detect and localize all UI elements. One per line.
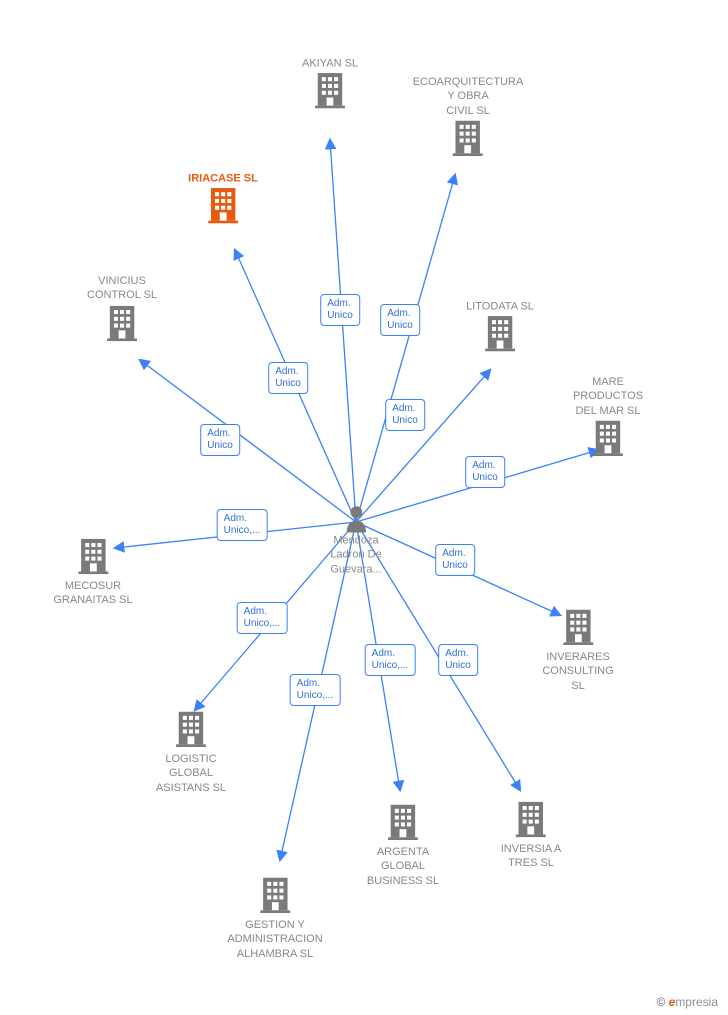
company-node[interactable]: INVERSIA A TRES SL	[501, 799, 562, 871]
edge-line	[140, 360, 356, 522]
company-node[interactable]: LOGISTIC GLOBAL ASISTANS SL	[156, 709, 226, 795]
edge-label[interactable]: Adm. Unico	[268, 362, 308, 394]
company-node[interactable]: ARGENTA GLOBAL BUSINESS SL	[367, 802, 439, 888]
edge-label[interactable]: Adm. Unico	[380, 304, 420, 336]
edge-label[interactable]: Adm. Unico	[438, 644, 478, 676]
company-node[interactable]: IRIACASE SL	[188, 171, 258, 228]
company-node[interactable]: GESTION Y ADMINISTRACION ALHAMBRA SL	[227, 875, 322, 961]
node-label: ARGENTA GLOBAL BUSINESS SL	[367, 845, 439, 888]
edge-label[interactable]: Adm. Unico	[465, 456, 505, 488]
building-icon	[313, 71, 347, 109]
edge-line	[330, 140, 356, 522]
node-label: AKIYAN SL	[302, 56, 358, 70]
edge-label[interactable]: Adm. Unico	[200, 424, 240, 456]
company-node[interactable]: ECOARQUITECTURA Y OBRA CIVIL SL	[413, 75, 524, 161]
company-node[interactable]: INVERARES CONSULTING SL	[542, 607, 613, 693]
edge-label[interactable]: Adm. Unico,...	[237, 602, 288, 634]
edge-label[interactable]: Adm. Unico,...	[290, 674, 341, 706]
company-node[interactable]: MARE PRODUCTOS DEL MAR SL	[573, 375, 643, 461]
company-node[interactable]: AKIYAN SL	[302, 56, 358, 113]
center-label: Mendoza Ladron De Guevara...	[330, 534, 381, 577]
copyright: © empresia	[656, 995, 718, 1009]
node-label: INVERARES CONSULTING SL	[542, 650, 613, 693]
edge-label[interactable]: Adm. Unico	[385, 399, 425, 431]
building-icon	[514, 799, 548, 837]
node-label: VINICIUS CONTROL SL	[87, 274, 157, 303]
edge-line	[356, 370, 490, 522]
company-node[interactable]: MECOSUR GRANAITAS SL	[53, 536, 132, 608]
node-label: LOGISTIC GLOBAL ASISTANS SL	[156, 752, 226, 795]
network-diagram: Adm. Unico Adm. Unico Adm. Unico Adm. Unico…	[0, 0, 728, 1015]
building-icon	[591, 418, 625, 456]
node-label: GESTION Y ADMINISTRACION ALHAMBRA SL	[227, 918, 322, 961]
node-label: MECOSUR GRANAITAS SL	[53, 579, 132, 608]
building-icon	[451, 118, 485, 156]
node-label: LITODATA SL	[466, 299, 534, 313]
building-icon	[483, 314, 517, 352]
copyright-symbol: ©	[656, 995, 665, 1009]
node-label: MARE PRODUCTOS DEL MAR SL	[573, 375, 643, 418]
company-node[interactable]: VINICIUS CONTROL SL	[87, 274, 157, 346]
node-label: ECOARQUITECTURA Y OBRA CIVIL SL	[413, 75, 524, 118]
building-icon	[386, 802, 420, 840]
edge-label[interactable]: Adm. Unico	[435, 544, 475, 576]
building-icon	[76, 536, 110, 574]
edge-line	[356, 175, 455, 522]
building-icon	[561, 607, 595, 645]
edge-label[interactable]: Adm. Unico,...	[365, 644, 416, 676]
building-icon	[206, 186, 240, 224]
edge-label[interactable]: Adm. Unico	[320, 294, 360, 326]
building-icon	[258, 875, 292, 913]
building-icon	[105, 303, 139, 341]
node-label: INVERSIA A TRES SL	[501, 842, 562, 871]
brand-rest: mpresia	[675, 995, 718, 1009]
center-person[interactable]: Mendoza Ladron De Guevara...	[330, 504, 381, 577]
person-icon	[330, 504, 381, 534]
node-label: IRIACASE SL	[188, 171, 258, 185]
company-node[interactable]: LITODATA SL	[466, 299, 534, 356]
edge-label[interactable]: Adm. Unico,...	[217, 509, 268, 541]
building-icon	[174, 709, 208, 747]
